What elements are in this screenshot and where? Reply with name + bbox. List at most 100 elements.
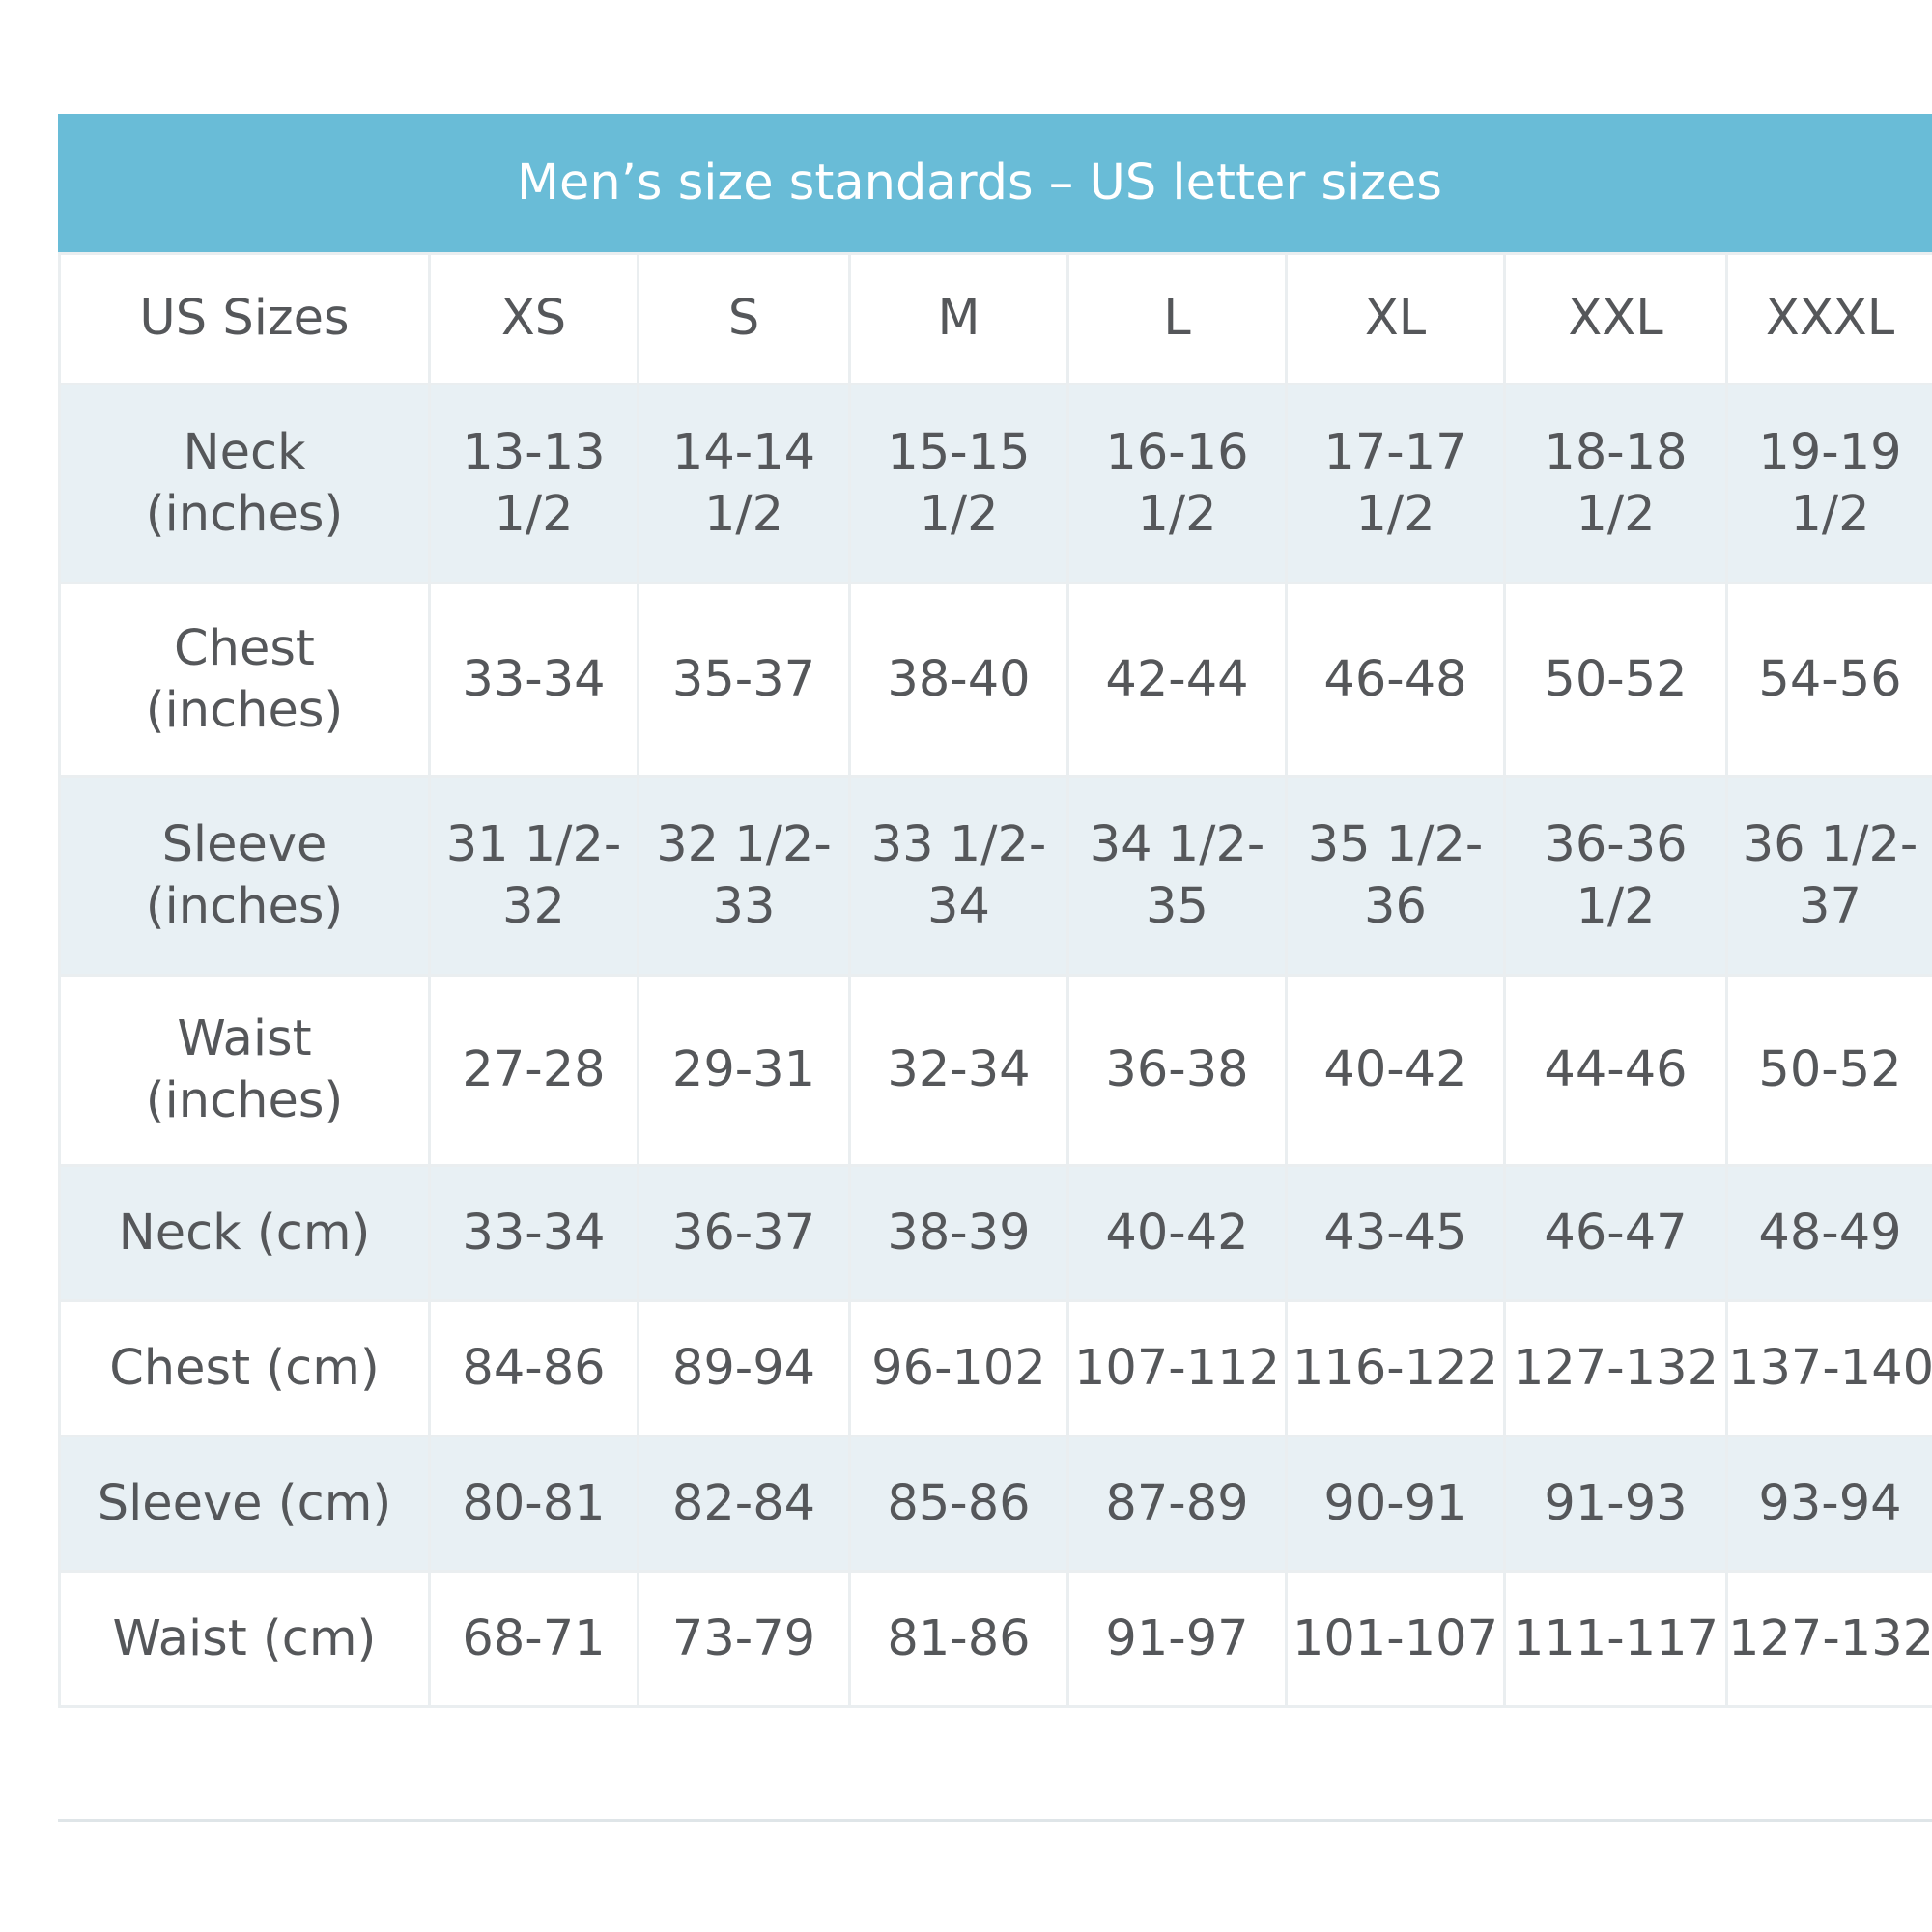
cell-value-line: 36-38 [1105, 1041, 1249, 1098]
row-label-neck-inches: Neck (inches) [58, 383, 431, 584]
table-cell-chest-cm-xxl: 127-132 [1503, 1299, 1728, 1437]
cell-value-line: 1/2 [1137, 485, 1217, 543]
cell-value-line: 68-71 [462, 1609, 606, 1667]
table-cell-chest-inches-xs: 33-34 [428, 582, 639, 778]
table-cell-waist-cm-s: 73-79 [637, 1570, 851, 1708]
table-cell-chest-cm-l: 107-112 [1066, 1299, 1288, 1437]
cell-value-line: 13-13 [462, 423, 606, 481]
table-cell-neck-inches-xxxl: 19-19 1/2 [1725, 383, 1932, 584]
table-cell-neck-cm-xxl: 46-47 [1503, 1164, 1728, 1302]
table-cell-neck-cm-s: 36-37 [637, 1164, 851, 1302]
table-cell-waist-cm-xxl: 111-117 [1503, 1570, 1728, 1708]
cell-value-line: 36 1/2- [1742, 815, 1918, 873]
table-cell-neck-inches-xxl: 18-18 1/2 [1503, 383, 1728, 584]
row-label-line: Waist (cm) [112, 1609, 377, 1667]
row-label-sleeve-cm: Sleeve (cm) [58, 1435, 431, 1573]
row-label-line: (inches) [145, 681, 344, 739]
table-cell-neck-cm-xs: 33-34 [428, 1164, 639, 1302]
table-row-chest-cm: Chest (cm) 84-86 89-94 96-102 107-112 116-122… [58, 1299, 1932, 1437]
table-cell-neck-inches-s: 14-14 1/2 [637, 383, 851, 584]
table-cell-waist-inches-s: 29-31 [637, 974, 851, 1167]
cell-value-line: 1/2 [494, 485, 574, 543]
size-table: US Sizes XS S M L XL XXL XXXL Neck (inche… [58, 252, 1932, 1708]
cell-value-line: 116-122 [1292, 1339, 1499, 1397]
row-label-line: (inches) [145, 485, 344, 543]
table-cell-waist-cm-xxxl: 127-132 [1725, 1570, 1932, 1708]
cell-value-line: 43-45 [1323, 1204, 1467, 1262]
cell-value-line: 17-17 [1323, 423, 1467, 481]
cell-value-line: 73-79 [671, 1609, 816, 1667]
cell-value-line: 87-89 [1105, 1474, 1249, 1532]
size-chart: Men’s size standards – US letter sizes U… [58, 114, 1932, 1708]
cell-value-line: 1/2 [919, 485, 999, 543]
cell-value-line: 93-94 [1758, 1474, 1902, 1532]
header-cell-xs: XS [428, 252, 639, 385]
row-label-line: Neck (cm) [118, 1204, 371, 1262]
table-cell-chest-inches-m: 38-40 [848, 582, 1069, 778]
row-label-neck-cm: Neck (cm) [58, 1164, 431, 1302]
header-cell-xl: XL [1285, 252, 1506, 385]
table-row-sleeve-cm: Sleeve (cm) 80-81 82-84 85-86 87-89 90-91 91-9… [58, 1435, 1932, 1573]
cell-value-line: 32-34 [887, 1041, 1031, 1098]
cell-value-line: 31 1/2- [445, 815, 622, 873]
cell-value-line: 137-140 [1728, 1339, 1932, 1397]
table-cell-neck-cm-l: 40-42 [1066, 1164, 1288, 1302]
cell-value-line: 80-81 [462, 1474, 606, 1532]
table-cell-sleeve-inches-l: 34 1/2- 35 [1066, 775, 1288, 977]
table-cell-sleeve-cm-xl: 90-91 [1285, 1435, 1506, 1573]
cell-value-line: 91-97 [1105, 1609, 1249, 1667]
table-cell-waist-cm-xs: 68-71 [428, 1570, 639, 1708]
row-label-line: Chest [174, 619, 315, 677]
row-label-sleeve-inches: Sleeve (inches) [58, 775, 431, 977]
row-label-chest-inches: Chest (inches) [58, 582, 431, 778]
row-label-waist-inches: Waist (inches) [58, 974, 431, 1167]
cell-value-line: 35-37 [671, 650, 816, 708]
table-cell-chest-inches-xxl: 50-52 [1503, 582, 1728, 778]
cell-value-line: 101-107 [1292, 1609, 1499, 1667]
table-cell-sleeve-cm-l: 87-89 [1066, 1435, 1288, 1573]
row-label-line: Neck [183, 423, 306, 481]
table-cell-waist-inches-l: 36-38 [1066, 974, 1288, 1167]
table-cell-sleeve-inches-xxl: 36-36 1/2 [1503, 775, 1728, 977]
cell-value-line: 107-112 [1073, 1339, 1281, 1397]
cell-value-line: 81-86 [887, 1609, 1031, 1667]
cell-value-line: 33 1/2- [870, 815, 1047, 873]
table-cell-sleeve-inches-xl: 35 1/2- 36 [1285, 775, 1506, 977]
cell-value-line: 1/2 [1790, 485, 1870, 543]
table-cell-sleeve-cm-xs: 80-81 [428, 1435, 639, 1573]
table-cell-neck-inches-xl: 17-17 1/2 [1285, 383, 1506, 584]
cell-value-line: 46-47 [1544, 1204, 1688, 1262]
cell-value-line: 85-86 [887, 1474, 1031, 1532]
cell-value-line: 1/2 [1355, 485, 1435, 543]
row-label-waist-cm: Waist (cm) [58, 1570, 431, 1708]
table-cell-neck-inches-xs: 13-13 1/2 [428, 383, 639, 584]
table-cell-neck-cm-xl: 43-45 [1285, 1164, 1506, 1302]
table-cell-chest-inches-l: 42-44 [1066, 582, 1288, 778]
table-cell-waist-inches-xl: 40-42 [1285, 974, 1506, 1167]
cell-value-line: 90-91 [1323, 1474, 1467, 1532]
table-row-waist-inches: Waist (inches) 27-28 29-31 32-34 36-38 40-42 44… [58, 974, 1932, 1167]
table-cell-neck-cm-m: 38-39 [848, 1164, 1069, 1302]
cell-value-line: 36-37 [671, 1204, 816, 1262]
row-label-line: Sleeve [161, 815, 327, 873]
table-cell-chest-cm-s: 89-94 [637, 1299, 851, 1437]
table-cell-waist-inches-xxxl: 50-52 [1725, 974, 1932, 1167]
cell-value-line: 91-93 [1544, 1474, 1688, 1532]
cell-value-line: 29-31 [671, 1041, 816, 1098]
chart-title: Men’s size standards – US letter sizes [58, 114, 1932, 252]
cell-value-line: 35 1/2- [1307, 815, 1484, 873]
cell-value-line: 40-42 [1323, 1041, 1467, 1098]
table-cell-waist-cm-xl: 101-107 [1285, 1570, 1506, 1708]
table-cell-sleeve-cm-s: 82-84 [637, 1435, 851, 1573]
table-cell-sleeve-inches-xs: 31 1/2- 32 [428, 775, 639, 977]
header-cell-l: L [1066, 252, 1288, 385]
cell-value-line: 38-40 [887, 650, 1031, 708]
cell-value-line: 111-117 [1512, 1609, 1719, 1667]
cell-value-line: 34 [927, 877, 990, 935]
cell-value-line: 15-15 [887, 423, 1031, 481]
cell-value-line: 19-19 [1758, 423, 1902, 481]
table-cell-waist-inches-xxl: 44-46 [1503, 974, 1728, 1167]
cell-value-line: 16-16 [1105, 423, 1249, 481]
table-cell-sleeve-cm-xxxl: 93-94 [1725, 1435, 1932, 1573]
table-cell-sleeve-inches-m: 33 1/2- 34 [848, 775, 1069, 977]
